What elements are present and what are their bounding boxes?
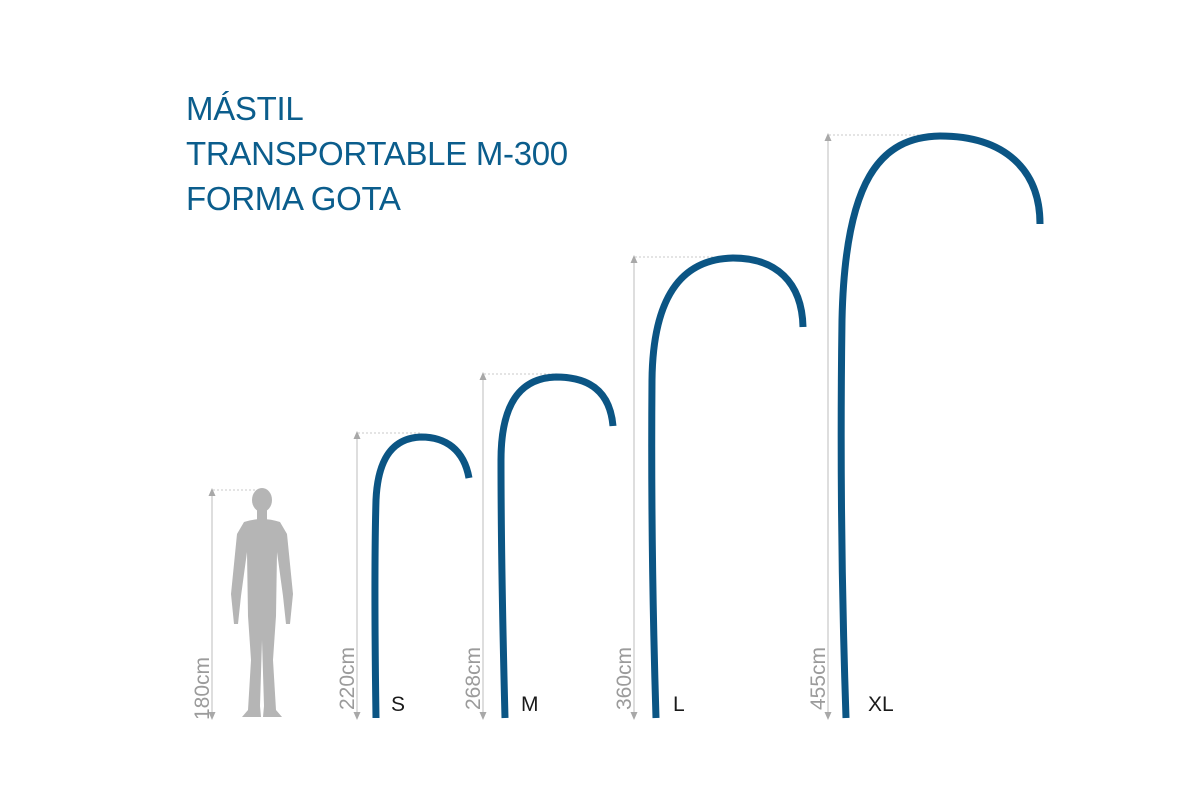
mast-m-size-label: M [521,693,539,716]
reference-arrow-top [208,488,216,496]
reference-height-label: 180cm [191,657,214,720]
title-line-2: TRANSPORTABLE M-300 [186,135,568,172]
human-silhouette-icon [231,488,293,717]
mast-l: 360cm L [613,254,807,720]
mast-l-pole [648,254,807,719]
title-line-3: FORMA GOTA [186,180,401,217]
mast-s: 220cm S [336,431,473,720]
mast-xl: 455cm XL [807,132,1044,720]
title-line-1: MÁSTIL [186,90,304,127]
mast-m: 268cm M [462,372,617,720]
reference-figure: 180cm [191,488,293,720]
mast-xl-height-label: 455cm [807,647,830,710]
mast-m-pole [497,373,617,719]
mast-xl-size-label: XL [868,693,894,716]
product-title: MÁSTIL TRANSPORTABLE M-300 FORMA GOTA [186,86,568,221]
mast-l-size-label: L [673,693,685,716]
mast-m-height-label: 268cm [462,647,485,710]
mast-xl-pole [837,132,1044,719]
mast-s-pole [371,433,473,719]
mast-s-height-label: 220cm [336,647,359,710]
reference-arrow-bottom [208,712,216,720]
mast-l-height-label: 360cm [613,647,636,710]
mast-s-size-label: S [391,693,405,716]
